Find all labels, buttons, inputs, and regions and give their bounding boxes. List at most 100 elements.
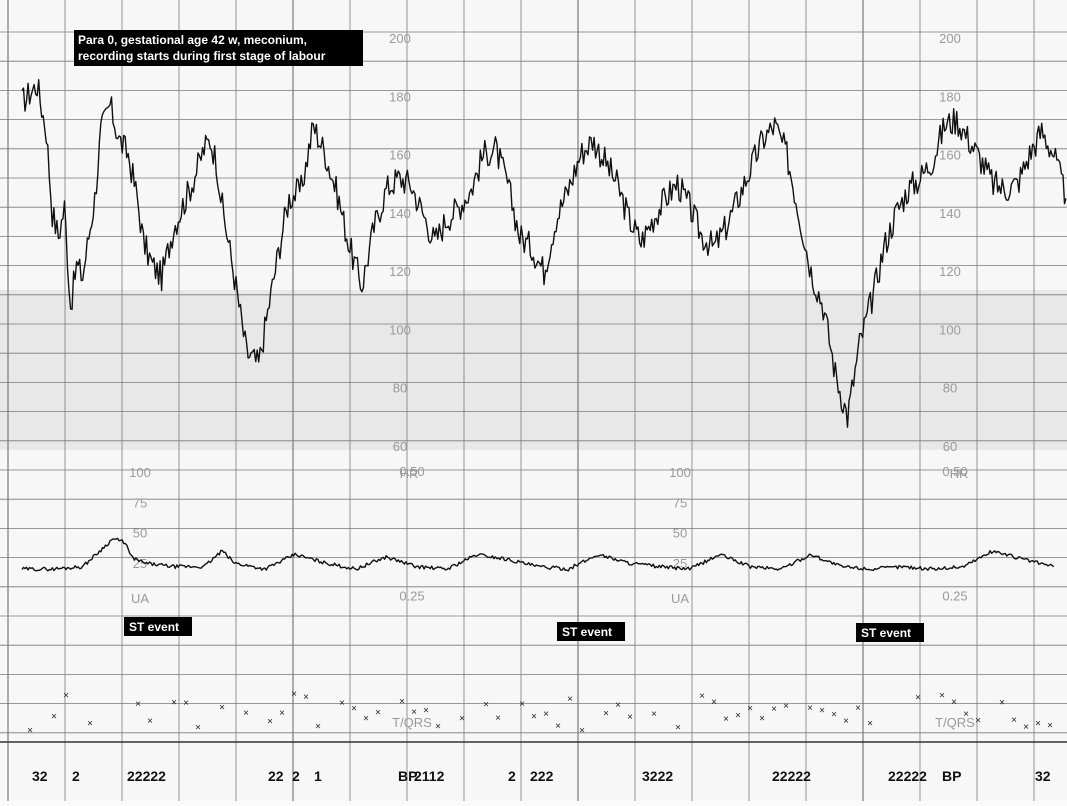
tqrs-point: × xyxy=(519,699,525,710)
hr-tick-label: 180 xyxy=(939,89,961,104)
bottom-marker: 1 xyxy=(314,768,322,784)
tqrs-point: × xyxy=(279,708,285,719)
ua-trace xyxy=(21,537,1055,572)
st-event-label: ST event xyxy=(856,623,924,642)
tqrs-point: × xyxy=(807,703,813,714)
st-event-label: ST event xyxy=(124,617,192,636)
tqrs-point: × xyxy=(411,707,417,718)
bottom-marker: 22222 xyxy=(772,768,811,784)
tqrs-point: × xyxy=(351,703,357,714)
tqrs-point: × xyxy=(963,709,969,720)
tqrs-point: × xyxy=(771,704,777,715)
tqrs-point: × xyxy=(375,708,381,719)
hr-trace xyxy=(21,79,1067,428)
tqrs-point: × xyxy=(435,721,441,732)
tqrs-point: × xyxy=(339,698,345,709)
bottom-marker: 22222 xyxy=(127,768,166,784)
hr-tick-label: 200 xyxy=(939,31,961,46)
tqrs-point: × xyxy=(195,723,201,734)
paper-shade xyxy=(0,290,1067,450)
tqrs-point: × xyxy=(843,716,849,727)
uterine-activity-line xyxy=(21,537,1055,572)
hr-tick-label: 100 xyxy=(939,322,961,337)
tqrs-point: × xyxy=(867,718,873,729)
tqrs-point: × xyxy=(735,710,741,721)
tqrs-point: × xyxy=(939,691,945,702)
tqrs-point: × xyxy=(723,714,729,725)
tqrs-point: × xyxy=(783,701,789,712)
hr-tick-label: 160 xyxy=(389,148,411,163)
tqrs-point: × xyxy=(267,717,273,728)
tqrs-point: × xyxy=(303,692,309,703)
tqrs-point: × xyxy=(543,709,549,720)
tqrs-point: × xyxy=(1047,721,1053,732)
hr-tick-label: 60 xyxy=(943,439,957,454)
hr-tick-label: 200 xyxy=(389,31,411,46)
ua-tick-label: 25 xyxy=(133,556,147,571)
bottom-marker: 32 xyxy=(1035,768,1051,784)
bottom-marker: 22 xyxy=(268,768,284,784)
tqrs-tick-label: 0.25 xyxy=(399,589,424,604)
ua-tick-label: 100 xyxy=(129,465,151,480)
caption-line-2: recording starts during first stage of l… xyxy=(78,49,326,63)
tqrs-point: × xyxy=(675,722,681,733)
st-event-text: ST event xyxy=(562,625,612,639)
hr-tick-label: 140 xyxy=(389,206,411,221)
tqrs-tick-label: 0.50 xyxy=(399,464,424,479)
ua-tick-label: 50 xyxy=(673,526,687,541)
tqrs-point: × xyxy=(831,710,837,721)
tqrs-point: × xyxy=(951,697,957,708)
hr-tick-label: 160 xyxy=(939,148,961,163)
caption-line-1: Para 0, gestational age 42 w, meconium, xyxy=(78,33,307,47)
hr-axis-label: HR xyxy=(400,466,419,481)
st-event-box xyxy=(856,623,924,642)
bottom-marker: 32 xyxy=(32,768,48,784)
tqrs-point: × xyxy=(855,703,861,714)
st-event-box xyxy=(124,617,192,636)
bottom-marker: 2 xyxy=(72,768,80,784)
tqrs-point: × xyxy=(1035,718,1041,729)
fetal-heart-rate-line xyxy=(21,79,1067,428)
tqrs-point: × xyxy=(531,711,537,722)
bottom-marker: BP xyxy=(942,768,961,784)
tqrs-point: × xyxy=(747,703,753,714)
hr-tick-label: 120 xyxy=(939,264,961,279)
tqrs-point: × xyxy=(627,712,633,723)
tqrs-tick-label: 0.25 xyxy=(942,589,967,604)
tqrs-points: × × × × × × × × × × × × × × × × × × × × × × × × × × × × × × × × × × × × × × × ×… xyxy=(27,689,1053,736)
tqrs-point: × xyxy=(147,716,153,727)
tqrs-point: × xyxy=(135,699,141,710)
hr-tick-label: 100 xyxy=(389,322,411,337)
tqrs-point: × xyxy=(171,698,177,709)
hr-tick-label: 180 xyxy=(389,89,411,104)
tqrs-point: × xyxy=(975,715,981,726)
tqrs-point: × xyxy=(699,691,705,702)
tqrs-point: × xyxy=(63,691,69,702)
hr-tick-label: 80 xyxy=(393,381,407,396)
st-event-label: ST event xyxy=(557,622,625,641)
tqrs-point: × xyxy=(759,713,765,724)
tqrs-point: × xyxy=(615,700,621,711)
ua-tick-label: 75 xyxy=(673,495,687,510)
ua-tick-label: 100 xyxy=(669,465,691,480)
tqrs-point: × xyxy=(603,708,609,719)
tqrs-point: × xyxy=(555,721,561,732)
tqrs-point: × xyxy=(711,697,717,708)
bottom-marker: BP xyxy=(398,768,417,784)
hr-tick-label: 80 xyxy=(943,381,957,396)
tqrs-axis-label: T/QRS xyxy=(392,715,432,730)
tqrs-point: × xyxy=(87,718,93,729)
tqrs-point: × xyxy=(291,689,297,700)
ua-tick-label: 75 xyxy=(133,495,147,510)
tqrs-axis-label: T/QRS xyxy=(935,715,975,730)
st-event-text: ST event xyxy=(129,620,179,634)
tqrs-point: × xyxy=(495,713,501,724)
caption-box: Para 0, gestational age 42 w, meconium, … xyxy=(74,30,363,66)
tqrs-point: × xyxy=(483,700,489,711)
tqrs-point: × xyxy=(1011,715,1017,726)
tqrs-point: × xyxy=(219,703,225,714)
